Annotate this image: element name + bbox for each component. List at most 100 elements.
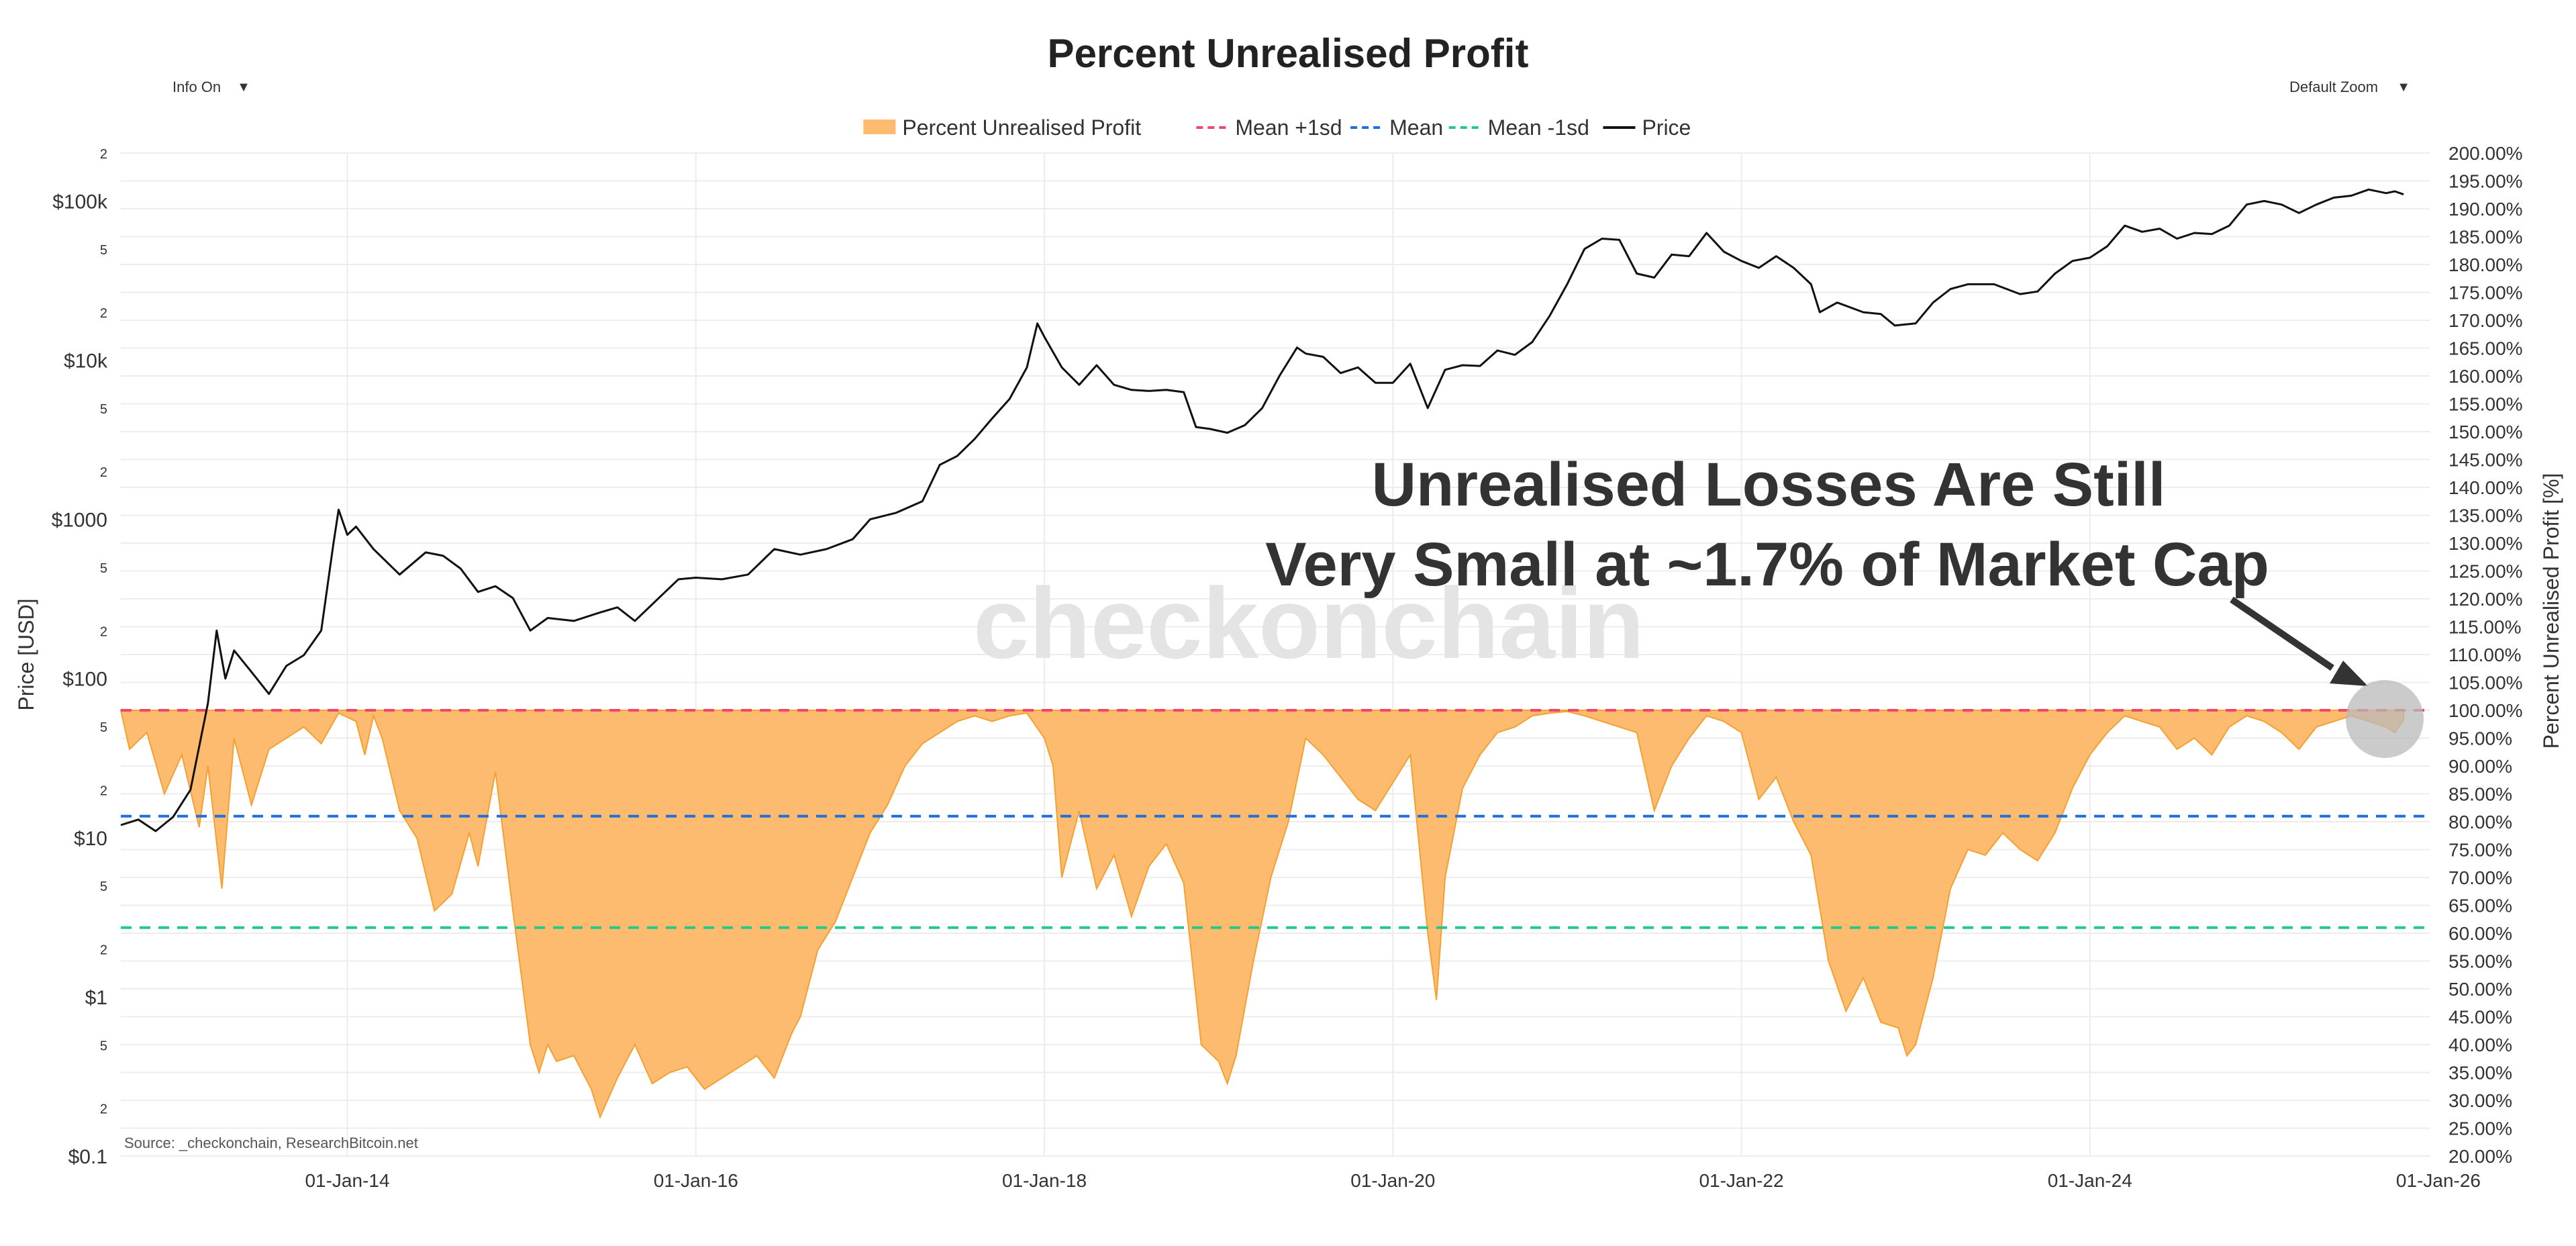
y-right-tick-label: 185.00% — [2448, 227, 2523, 248]
y-right-tick-label: 35.00% — [2448, 1063, 2512, 1084]
price-series-line — [120, 188, 2404, 832]
y-right-tick-label: 170.00% — [2448, 310, 2523, 331]
y-right-tick-label: 70.00% — [2448, 867, 2512, 888]
chart-title: Percent Unrealised Profit — [1048, 31, 1529, 76]
y-axis-right-title: Percent Unrealised Profit [%] — [2539, 473, 2563, 749]
x-tick-label: 01-Jan-26 — [2396, 1170, 2481, 1191]
y-left-tick-label: $1 — [85, 987, 107, 1009]
y-left-tick-label: $10k — [64, 350, 108, 372]
y-right-tick-label: 175.00% — [2448, 283, 2523, 303]
y-left-tick-label: $10 — [74, 828, 107, 850]
legend-label: Mean +1sd — [1235, 115, 1342, 140]
y-left-tick-label: 2 — [100, 624, 107, 639]
annotation-line-2: Very Small at ~1.7% of Market Cap — [1265, 530, 2269, 599]
legend-label: Mean -1sd — [1488, 115, 1589, 140]
y-right-tick-label: 85.00% — [2448, 784, 2512, 805]
y-right-tick-label: 195.00% — [2448, 171, 2523, 192]
y-left-tick-label: 5 — [100, 720, 107, 735]
mean-lines — [121, 709, 2430, 929]
y-right-tick-label: 190.00% — [2448, 199, 2523, 220]
y-right-tick-label: 145.00% — [2448, 450, 2523, 471]
watermark: checkonchain — [973, 567, 1644, 679]
chevron-down-icon: ▼ — [2397, 79, 2410, 95]
legend-swatch — [863, 119, 896, 134]
y-right-tick-label: 100.00% — [2448, 700, 2523, 721]
y-right-tick-label: 165.00% — [2448, 338, 2523, 359]
legend-item: Mean -1sd — [1448, 115, 1589, 140]
y-right-tick-label: 80.00% — [2448, 812, 2512, 832]
y-left-tick-label: $1000 — [52, 510, 107, 532]
zoom-dropdown[interactable]: Default Zoom ▼ — [2272, 67, 2428, 107]
y-right-tick-label: 90.00% — [2448, 756, 2512, 777]
y-right-tick-label: 60.00% — [2448, 923, 2512, 944]
y-left-tick-label: 5 — [100, 402, 107, 417]
legend-item: Mean +1sd — [1196, 115, 1342, 140]
y-right-tick-label: 135.00% — [2448, 506, 2523, 526]
legend-label: Percent Unrealised Profit — [902, 115, 1141, 140]
y-right-tick-label: 20.00% — [2448, 1146, 2512, 1167]
x-tick-label: 01-Jan-16 — [654, 1170, 738, 1191]
info-toggle-label: Info On — [172, 79, 221, 95]
chevron-down-icon: ▼ — [237, 79, 250, 95]
profit-area-shape — [119, 710, 2405, 1119]
price-line — [120, 188, 2404, 832]
y-left-tick-label: 2 — [100, 306, 107, 321]
y-right-tick-label: 180.00% — [2448, 254, 2523, 275]
y-right-tick-label: 130.00% — [2448, 533, 2523, 554]
legend-label: Mean — [1389, 115, 1443, 140]
y-axis-left-title: Price [USD] — [14, 598, 38, 710]
legend-item: Percent Unrealised Profit — [863, 115, 1141, 140]
y-right-tick-label: 120.00% — [2448, 589, 2523, 610]
y-left-tick-label: 5 — [100, 243, 107, 258]
y-right-tick-label: 75.00% — [2448, 840, 2512, 861]
y-right-tick-label: 160.00% — [2448, 366, 2523, 387]
y-right-tick-label: 150.00% — [2448, 422, 2523, 442]
y-left-tick-label: $100k — [52, 191, 108, 213]
legend-item: Price — [1603, 115, 1691, 140]
x-tick-label: 01-Jan-14 — [305, 1170, 389, 1191]
x-tick-label: 01-Jan-20 — [1350, 1170, 1435, 1191]
y-right-tick-label: 155.00% — [2448, 394, 2523, 415]
y-left-tick-label: 5 — [100, 1039, 107, 1053]
legend-item: Mean — [1350, 115, 1443, 140]
y-right-tick-label: 200.00% — [2448, 143, 2523, 164]
y-left-tick-label: 5 — [100, 879, 107, 894]
y-right-tick-label: 45.00% — [2448, 1007, 2512, 1028]
y-right-tick-label: 25.00% — [2448, 1118, 2512, 1139]
legend-label: Price — [1642, 115, 1691, 140]
y-right-tick-label: 125.00% — [2448, 561, 2523, 582]
y-left-tick-label: $0.1 — [68, 1146, 107, 1168]
annotation-line-1: Unrealised Losses Are Still — [1372, 450, 2166, 519]
x-tick-label: 01-Jan-22 — [1699, 1170, 1783, 1191]
y-left-tick-label: 2 — [100, 465, 107, 480]
y-right-tick-label: 110.00% — [2448, 644, 2521, 665]
y-left-tick-label: 2 — [100, 943, 107, 958]
annotation: Unrealised Losses Are Still Very Small a… — [1265, 450, 2424, 758]
source-note: Source: _checkonchain, ResearchBitcoin.n… — [124, 1135, 418, 1151]
y-left-tick-label: 5 — [100, 561, 107, 576]
x-tick-label: 01-Jan-18 — [1002, 1170, 1087, 1191]
y-right-tick-label: 95.00% — [2448, 728, 2512, 749]
annotation-arrowhead — [2330, 661, 2368, 686]
y-right-tick-label: 115.00% — [2448, 617, 2521, 638]
y-left-tick-label: 2 — [100, 1102, 107, 1117]
annotation-arrow — [2230, 596, 2334, 671]
y-left-tick-label: 2 — [100, 147, 107, 162]
y-right-tick-label: 30.00% — [2448, 1090, 2512, 1111]
profit-area — [119, 710, 2405, 1119]
legend: Percent Unrealised Profit Mean +1sd Mean Me… — [863, 115, 1691, 140]
y-right-tick-label: 105.00% — [2448, 673, 2523, 693]
zoom-label: Default Zoom — [2289, 79, 2379, 95]
y-right-tick-label: 140.00% — [2448, 477, 2523, 498]
axes: $0.1 2 5 $1 2 5 $10 2 5 $100 2 5 $1000 2 5 $10k 2 5 $100k 2… — [52, 143, 2523, 1191]
y-left-tick-label: 2 — [100, 783, 107, 798]
y-right-tick-label: 65.00% — [2448, 896, 2512, 916]
x-tick-label: 01-Jan-24 — [2048, 1170, 2132, 1191]
y-right-tick-label: 55.00% — [2448, 951, 2512, 972]
y-right-tick-label: 40.00% — [2448, 1035, 2512, 1055]
y-left-tick-label: $100 — [62, 669, 107, 691]
highlight-circle — [2346, 680, 2424, 758]
y-right-tick-label: 50.00% — [2448, 979, 2512, 1000]
info-toggle-dropdown[interactable]: Info On ▼ — [155, 67, 269, 107]
